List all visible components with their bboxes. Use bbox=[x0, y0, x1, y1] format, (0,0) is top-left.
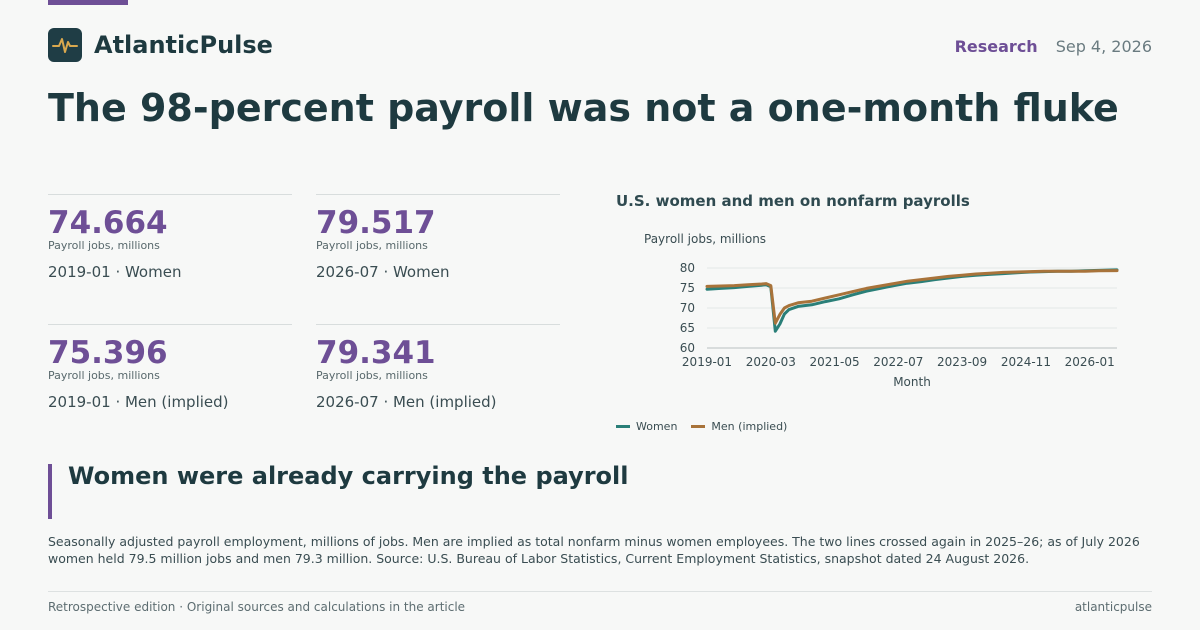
y-axis-label: Payroll jobs, millions bbox=[644, 232, 766, 246]
stat-label: 2019-01 · Women bbox=[48, 263, 182, 281]
x-tick-label: 2022-07 bbox=[873, 355, 923, 369]
x-tick-label: 2020-03 bbox=[746, 355, 796, 369]
headline: The 98-percent payroll was not a one-mon… bbox=[48, 86, 1119, 130]
x-axis-label: Month bbox=[893, 375, 931, 389]
brand-name: AtlanticPulse bbox=[94, 31, 273, 59]
subhead: Women were already carrying the payroll bbox=[68, 462, 629, 490]
y-tick-label: 60 bbox=[680, 341, 695, 355]
stat-unit: Payroll jobs, millions bbox=[48, 239, 160, 252]
stat-label: 2019-01 · Men (implied) bbox=[48, 393, 229, 411]
subhead-accent-bar bbox=[48, 464, 52, 519]
accent-bar bbox=[48, 0, 128, 5]
stat-unit: Payroll jobs, millions bbox=[316, 239, 428, 252]
stat-card: 75.396 Payroll jobs, millions 2019-01 · … bbox=[48, 324, 292, 411]
stat-value: 75.396 bbox=[48, 335, 168, 371]
footer-brand[interactable]: atlanticpulse bbox=[1074, 600, 1152, 614]
x-tick-label: 2024-11 bbox=[1001, 355, 1051, 369]
stat-value: 74.664 bbox=[48, 205, 168, 241]
header-meta: Research Sep 4, 2026 bbox=[955, 37, 1152, 56]
x-tick-label: 2023-09 bbox=[937, 355, 987, 369]
stat-unit: Payroll jobs, millions bbox=[316, 369, 428, 382]
stat-value: 79.341 bbox=[316, 335, 436, 371]
legend-item-men: Men (implied) bbox=[691, 420, 787, 433]
footer-divider bbox=[48, 591, 1152, 592]
stat-unit: Payroll jobs, millions bbox=[48, 369, 160, 382]
y-tick-label: 80 bbox=[680, 261, 695, 275]
brand[interactable]: AtlanticPulse bbox=[48, 28, 273, 62]
body-text: Seasonally adjusted payroll employment, … bbox=[48, 534, 1140, 566]
men-series-line bbox=[705, 269, 1119, 325]
stat-label: 2026-07 · Men (implied) bbox=[316, 393, 497, 411]
stat-card: 74.664 Payroll jobs, millions 2019-01 · … bbox=[48, 194, 292, 281]
y-tick-label: 70 bbox=[680, 301, 695, 315]
chart-legend: Women Men (implied) bbox=[616, 420, 787, 433]
stat-card: 79.517 Payroll jobs, millions 2026-07 · … bbox=[316, 194, 560, 281]
section-link[interactable]: Research bbox=[954, 37, 1038, 56]
publish-date: Sep 4, 2026 bbox=[1055, 37, 1152, 56]
x-tick-label: 2021-05 bbox=[809, 355, 859, 369]
legend-swatch-women bbox=[616, 425, 630, 428]
chart-title: U.S. women and men on nonfarm payrolls bbox=[616, 192, 970, 210]
x-tick-label: 2019-01 bbox=[682, 355, 732, 369]
footer-note: Retrospective edition · Original sources… bbox=[48, 600, 466, 614]
women-series-line bbox=[705, 268, 1119, 333]
y-tick-label: 65 bbox=[680, 321, 695, 335]
stat-card: 79.341 Payroll jobs, millions 2026-07 · … bbox=[316, 324, 560, 411]
legend-swatch-men bbox=[691, 425, 706, 428]
y-tick-label: 75 bbox=[680, 281, 695, 295]
pulse-logo-icon bbox=[48, 28, 82, 62]
stat-label: 2026-07 · Women bbox=[316, 263, 450, 281]
legend-label-women: Women bbox=[636, 420, 678, 433]
stat-value: 79.517 bbox=[316, 205, 436, 241]
x-tick-label: 2026-01 bbox=[1065, 355, 1115, 369]
legend-item-women: Women bbox=[616, 420, 677, 433]
payroll-line-chart: 60 65 70 75 80 2019-01 2020-03 2021-05 2022-07 20… bbox=[644, 232, 1119, 389]
legend-label-men: Men (implied) bbox=[711, 420, 788, 433]
